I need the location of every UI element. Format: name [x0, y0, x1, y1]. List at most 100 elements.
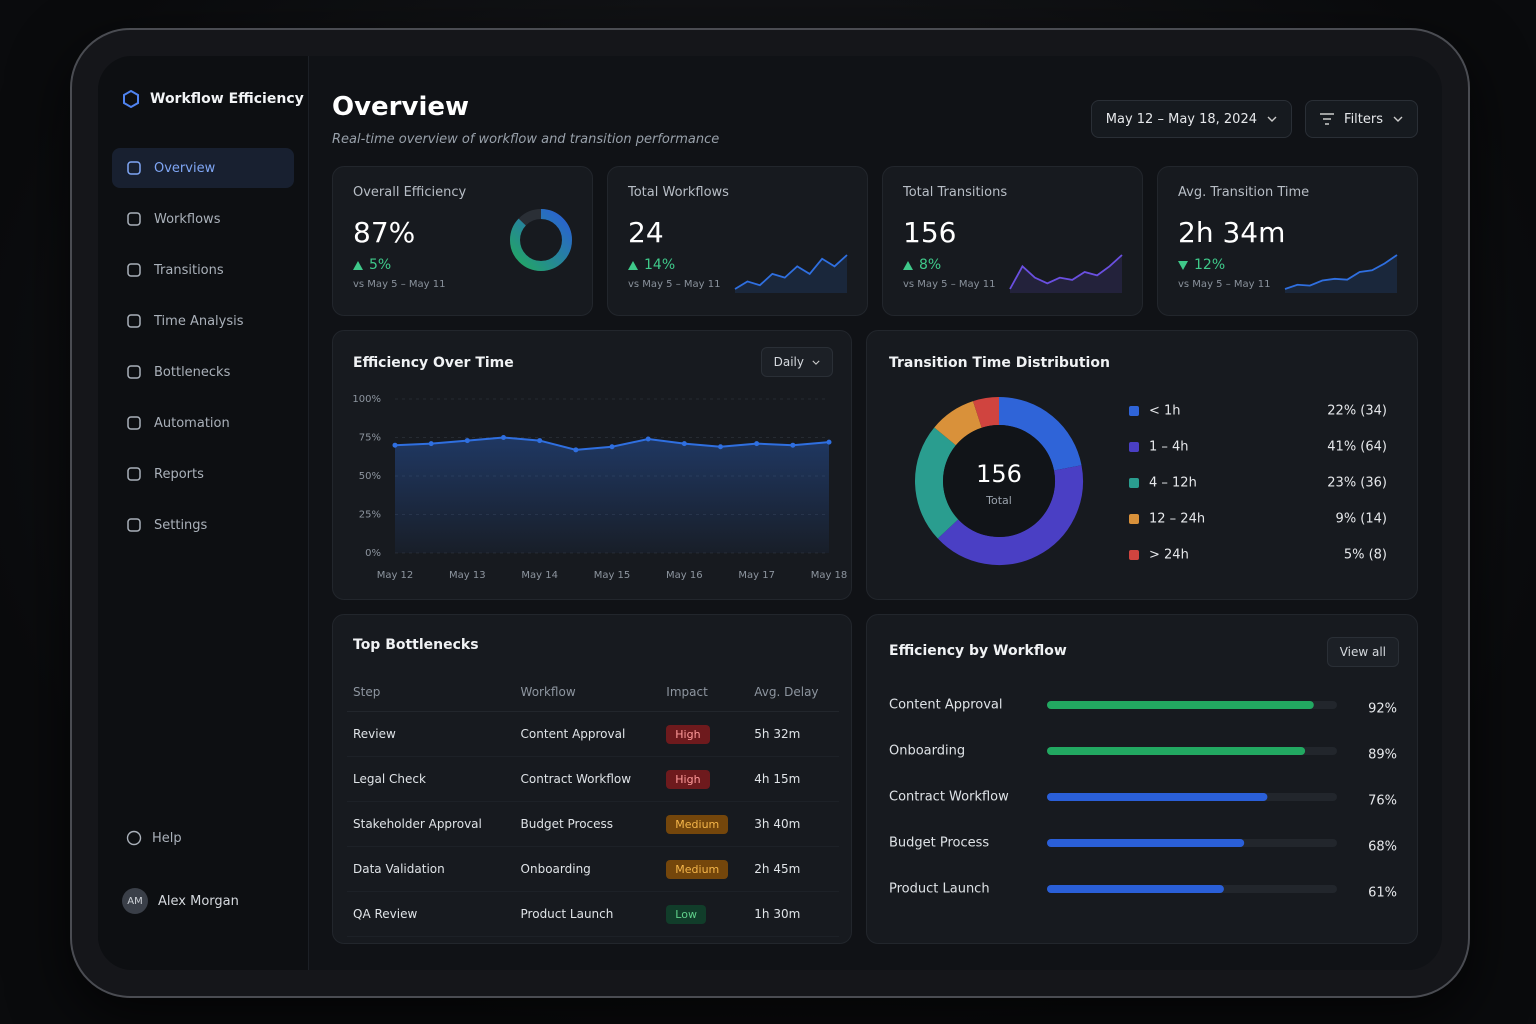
trend-arrow	[628, 260, 638, 270]
table-cell: Contract Workflow	[514, 756, 661, 802]
nav-label: Bottlenecks	[154, 364, 231, 380]
trend-arrow	[1178, 260, 1188, 270]
y-tick-label: 25%	[359, 510, 381, 521]
icon-shape	[127, 161, 141, 175]
nav-item[interactable]: Overview	[112, 148, 294, 188]
arrow-shape	[1178, 260, 1188, 270]
kpi-value: 24	[628, 216, 664, 249]
help-icon	[126, 830, 142, 846]
nav-item[interactable]: Reports	[112, 454, 294, 494]
table-cell: Low	[660, 891, 749, 937]
x-tick-label: May 14	[521, 570, 558, 581]
change-value: 14%	[644, 257, 676, 273]
change-value: 5%	[369, 257, 392, 273]
nav-item[interactable]: Automation	[112, 403, 294, 443]
cell-text: QA Review	[353, 907, 418, 921]
table-cell: QA Review	[347, 891, 515, 937]
impact-badge: Low	[666, 904, 706, 924]
kpi-period: vs May 5 – May 11	[353, 279, 446, 290]
nav: Overview Workflows Transitions Time Analysi…	[112, 148, 294, 556]
bar-label: Contract Workflow	[889, 790, 1009, 805]
legend-label: > 24h	[1149, 548, 1189, 563]
nav-icon	[127, 161, 141, 175]
bar	[1047, 793, 1268, 801]
table-row: Data Validation Onboarding Medium 2h 45m	[347, 846, 839, 892]
y-tick-label: 50%	[359, 471, 381, 482]
y-tick-label: 75%	[359, 433, 381, 444]
donut-hole	[943, 425, 1055, 537]
screen: Workflow Efficiency Overview Workflows Tra…	[98, 56, 1442, 970]
bar-label: Content Approval	[889, 698, 1003, 713]
nav-item[interactable]: Bottlenecks	[112, 352, 294, 392]
brand-icon	[123, 90, 139, 108]
line-chart: Efficiency Over Time 0% 25% 50% 75% 100% May 1…	[352, 355, 847, 581]
legend-label: 1 – 4h	[1149, 440, 1189, 455]
line-point	[501, 435, 506, 440]
bar-label: Product Launch	[889, 882, 990, 897]
legend-label: 4 – 12h	[1149, 476, 1197, 491]
filters-button[interactable]: Filters	[1305, 100, 1418, 138]
nav-item[interactable]: Workflows	[112, 199, 294, 239]
sparkline	[734, 254, 848, 293]
bar	[1047, 701, 1314, 709]
line-point	[790, 442, 796, 448]
kpi-period: vs May 5 – May 11	[903, 279, 996, 290]
icon-shape	[127, 263, 141, 277]
donut-segment	[973, 397, 1000, 428]
sidebar: Workflow Efficiency Overview Workflows Tra…	[98, 56, 309, 970]
table-cell: Review	[347, 711, 515, 757]
legend-swatch	[1129, 550, 1139, 560]
help-link[interactable]: Help	[126, 830, 182, 846]
filter-icon	[1320, 113, 1335, 125]
cell-text: Content Approval	[520, 727, 626, 741]
cell-text: Review	[353, 727, 396, 741]
cell-text: 1h 30m	[754, 907, 801, 921]
table-cell: 3h 40m	[748, 801, 839, 847]
bar	[1047, 839, 1245, 847]
line-point	[573, 447, 579, 453]
center-label: Total	[985, 494, 1012, 507]
bottlenecks-card: Top Bottlenecks Step Workflow Impact Avg. D…	[332, 614, 852, 944]
cell-text: 2h 45m	[754, 862, 801, 876]
value-label: 5% (8)	[1344, 548, 1387, 563]
nav-item[interactable]: Transitions	[112, 250, 294, 290]
sparkline-line	[1284, 254, 1398, 290]
view-all-label: View all	[1339, 645, 1386, 659]
value-label: 22% (34)	[1327, 404, 1387, 419]
main: Overview Real-time overview of workflow …	[308, 56, 1442, 970]
donut-segment	[937, 465, 1083, 565]
avatar: AM	[122, 888, 148, 914]
nav-item[interactable]: Time Analysis	[112, 301, 294, 341]
legend-swatch	[1129, 442, 1139, 452]
cell-text: Budget Process	[520, 817, 614, 831]
table-row: QA Review Product Launch Low 1h 30m	[347, 891, 839, 937]
gauge-arc	[510, 209, 572, 271]
line-point	[681, 441, 687, 447]
user[interactable]: AM Alex Morgan	[122, 888, 239, 914]
date-range-button[interactable]: May 12 – May 18, 2024	[1090, 100, 1292, 138]
donut-chart: Transition Time Distribution 156 Total < 1h…	[889, 355, 1387, 565]
icon-shape	[127, 416, 141, 430]
interval-dropdown[interactable]: Daily	[760, 347, 833, 377]
view-all-button[interactable]: View all	[1326, 637, 1399, 667]
table-cell: 4h 15m	[748, 756, 839, 802]
x-tick-label: May 17	[738, 570, 775, 581]
kpi-card: Overall Efficiency 87% 5% vs May 5 – May 11	[332, 166, 593, 316]
kpi-card: Total Workflows 24 14% vs May 5 – May 11	[607, 166, 868, 316]
column-header: Workflow	[514, 673, 661, 712]
table-cell: Medium	[660, 801, 749, 847]
kpi-change: 14%	[628, 257, 847, 273]
table-cell: Product Launch	[514, 891, 661, 937]
line-point	[428, 441, 434, 447]
arrow-shape	[353, 260, 363, 270]
nav-item[interactable]: Settings	[112, 505, 294, 545]
nav-label: Overview	[154, 160, 216, 176]
tablet-frame: Workflow Efficiency Overview Workflows Tra…	[70, 28, 1470, 998]
table-body: Review Content Approval High 5h 32m Legal Ch…	[347, 711, 839, 937]
bar	[1047, 747, 1306, 755]
line-point	[754, 441, 760, 447]
value-label: 92%	[1368, 702, 1397, 717]
x-tick-label: May 16	[666, 570, 703, 581]
donut-segment	[915, 427, 959, 539]
cell-text: Product Launch	[520, 907, 614, 921]
